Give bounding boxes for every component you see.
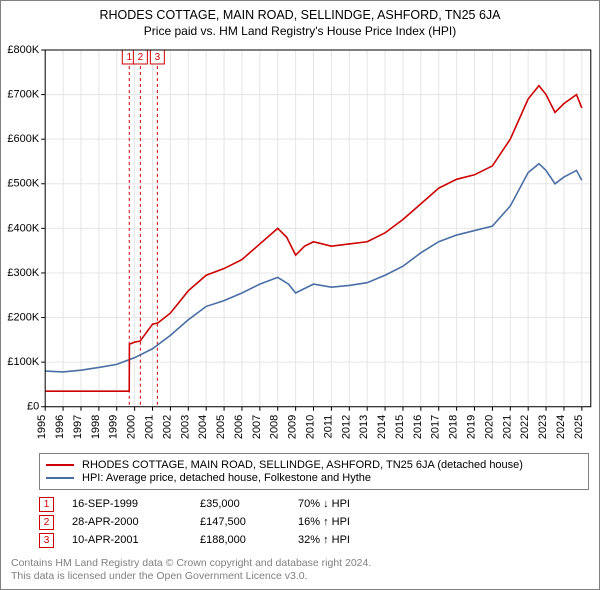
y-tick-label: £0: [27, 401, 39, 413]
x-tick-label: 2017: [430, 415, 442, 439]
y-tick-label: £400K: [7, 222, 39, 234]
x-tick-label: 2007: [251, 415, 263, 439]
figure-container: RHODES COTTAGE, MAIN ROAD, SELLINDGE, AS…: [0, 0, 600, 590]
chart-area: £0 £100K £200K £300K £400K £500K £600K £700K £80…: [1, 44, 599, 449]
x-tick-label: 2006: [233, 415, 245, 439]
x-tick-label: 2004: [197, 415, 209, 439]
x-tick-label: 2005: [215, 415, 227, 439]
legend-row: HPI: Average price, detached house, Folk…: [46, 472, 582, 484]
legend-label: RHODES COTTAGE, MAIN ROAD, SELLINDGE, AS…: [82, 459, 523, 471]
x-tick-label: 2010: [305, 415, 317, 439]
event-date: 28-APR-2000: [72, 516, 182, 528]
x-tick-label: 2024: [555, 415, 567, 439]
event-marker: 3: [39, 533, 54, 548]
event-price: £147,500: [200, 516, 280, 528]
x-tick-label: 2016: [412, 415, 424, 439]
event-price: £188,000: [200, 534, 280, 546]
x-tick-label: 1999: [108, 415, 120, 439]
x-tick-label: 1997: [72, 415, 84, 439]
event-marker: 2: [39, 515, 54, 530]
event-date: 16-SEP-1999: [72, 498, 182, 510]
x-tick-label: 2018: [448, 415, 460, 439]
x-tick-label: 2023: [537, 415, 549, 439]
event-row: 3 10-APR-2001 £188,000 32% ↑ HPI: [39, 533, 589, 548]
footer-note: Contains HM Land Registry data © Crown c…: [11, 557, 589, 583]
y-tick-label: £600K: [7, 133, 39, 145]
x-tick-label: 2013: [358, 415, 370, 439]
y-tick-label: £100K: [7, 356, 39, 368]
x-tick-label: 2025: [573, 415, 585, 439]
x-tick-label: 2012: [340, 415, 352, 439]
y-tick-label: £200K: [7, 312, 39, 324]
legend-swatch: [46, 477, 74, 479]
event-delta: 32% ↑ HPI: [298, 534, 418, 546]
x-tick-label: 2002: [161, 415, 173, 439]
x-tick-label: 2003: [179, 415, 191, 439]
x-tick-label: 2019: [466, 415, 478, 439]
x-tick-label: 1995: [36, 415, 48, 439]
x-tick-label: 2008: [269, 415, 281, 439]
event-marker: 1: [39, 497, 54, 512]
chart-svg: £0 £100K £200K £300K £400K £500K £600K £700K £80…: [1, 44, 599, 449]
x-tick-label: 2000: [126, 415, 138, 439]
x-tick-label: 2021: [501, 415, 513, 439]
event-date: 10-APR-2001: [72, 534, 182, 546]
x-tick-label: 1996: [54, 415, 66, 439]
legend-row: RHODES COTTAGE, MAIN ROAD, SELLINDGE, AS…: [46, 459, 582, 471]
event-price: £35,000: [200, 498, 280, 510]
legend-label: HPI: Average price, detached house, Folk…: [82, 472, 371, 484]
y-tick-label: £800K: [7, 44, 39, 56]
x-tick-label: 1998: [90, 415, 102, 439]
x-tick-label: 2009: [287, 415, 299, 439]
x-tick-label: 2014: [376, 415, 388, 439]
event-row: 2 28-APR-2000 £147,500 16% ↑ HPI: [39, 515, 589, 530]
title-block: RHODES COTTAGE, MAIN ROAD, SELLINDGE, AS…: [1, 1, 599, 44]
y-tick-label: £700K: [7, 89, 39, 101]
footer-line-2: This data is licensed under the Open Gov…: [11, 570, 589, 583]
x-tick-label: 2011: [322, 415, 334, 439]
y-tick-label: £500K: [7, 178, 39, 190]
event-marker-number: 1: [126, 52, 132, 63]
footer-line-1: Contains HM Land Registry data © Crown c…: [11, 557, 589, 570]
event-marker-number: 2: [138, 52, 144, 63]
legend-swatch: [46, 464, 74, 466]
x-tick-label: 2020: [483, 415, 495, 439]
event-delta: 70% ↓ HPI: [298, 498, 418, 510]
event-delta: 16% ↑ HPI: [298, 516, 418, 528]
title-line-2: Price paid vs. HM Land Registry's House …: [9, 23, 591, 40]
legend: RHODES COTTAGE, MAIN ROAD, SELLINDGE, AS…: [39, 453, 589, 490]
x-tick-label: 2001: [144, 415, 156, 439]
events-table: 1 16-SEP-1999 £35,000 70% ↓ HPI 2 28-APR-2000…: [39, 494, 589, 551]
title-line-1: RHODES COTTAGE, MAIN ROAD, SELLINDGE, AS…: [9, 7, 591, 23]
event-marker-number: 3: [155, 52, 161, 63]
x-tick-label: 2015: [394, 415, 406, 439]
x-tick-label: 2022: [519, 415, 531, 439]
event-row: 1 16-SEP-1999 £35,000 70% ↓ HPI: [39, 497, 589, 512]
y-tick-label: £300K: [7, 267, 39, 279]
